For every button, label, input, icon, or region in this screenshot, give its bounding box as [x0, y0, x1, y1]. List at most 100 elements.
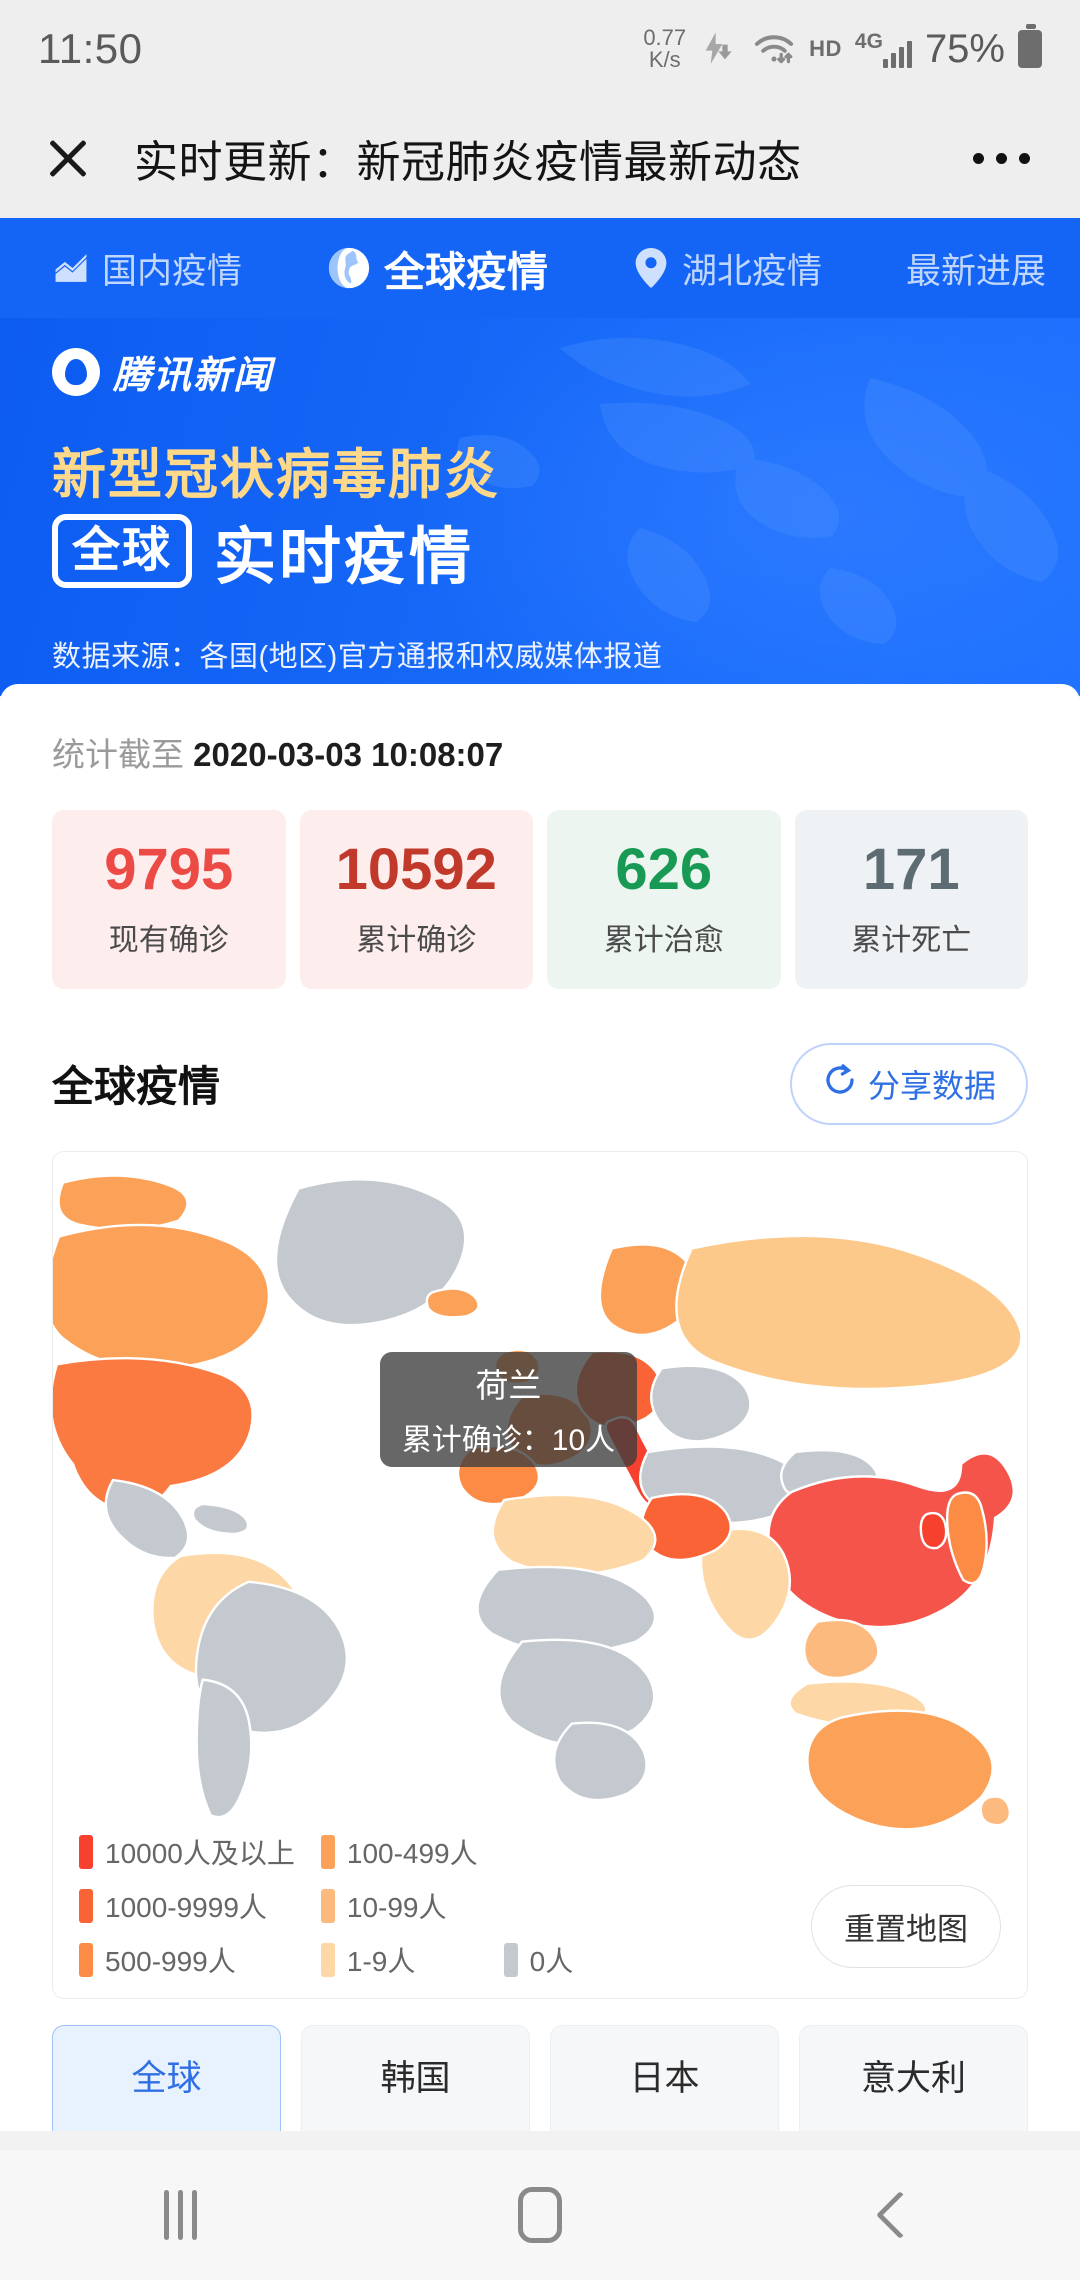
legend-swatch: [79, 1942, 93, 1977]
share-data-button[interactable]: 分享数据: [789, 1042, 1028, 1125]
reset-map-button[interactable]: 重置地图: [811, 1884, 1001, 1968]
battery-percent: 75%: [924, 26, 1005, 71]
back-button[interactable]: [840, 2175, 960, 2255]
share-data-label: 分享数据: [867, 1067, 996, 1104]
country-tab-japan[interactable]: 日本: [550, 2024, 779, 2131]
home-icon: [518, 2187, 562, 2243]
map-tooltip: 荷兰 累计确诊：10人: [380, 1351, 637, 1467]
page-title: 实时更新：新冠肺炎疫情最新动态: [134, 138, 802, 187]
status-time: 11:50: [38, 25, 143, 72]
legend-item: 10000人及以上: [79, 1832, 295, 1872]
signal-bars-icon: [882, 38, 912, 68]
stat-card-recovered[interactable]: 626 累计治愈: [547, 810, 781, 989]
section-nav-bar: 国内疫情 全球疫情 湖北疫情 最新进展: [0, 218, 1080, 318]
map-tooltip-country: 荷兰: [475, 1367, 542, 1405]
legend-swatch: [79, 1888, 93, 1923]
trend-chart-icon: [52, 249, 90, 287]
map-region-usa: [53, 1356, 254, 1512]
map-legend: 10000人及以上 1000-9999人 500-999人 100-499人: [79, 1832, 573, 1980]
map-region-canada: [53, 1223, 271, 1370]
nav-item-domestic[interactable]: 国内疫情: [52, 243, 242, 294]
country-tab-global[interactable]: 全球: [52, 2024, 281, 2131]
banner-headline: 新型冠状病毒肺炎: [52, 445, 500, 505]
summary-stat-cards: 9795 现有确诊 10592 累计确诊 626 累计治愈 171 累计死亡: [0, 776, 1080, 989]
nav-item-latest[interactable]: 最新进展: [906, 243, 1046, 294]
legend-swatch: [320, 1942, 335, 1977]
map-legend-column-middle: 100-499人 10-99人 1-9人: [320, 1832, 478, 1980]
network-type-label: 4G: [854, 29, 883, 53]
tencent-news-logo: 腾讯新闻: [52, 344, 273, 399]
webview-title-bar: 实时更新：新冠肺炎疫情最新动态: [0, 98, 1080, 218]
stat-label: 累计死亡: [851, 923, 972, 957]
nav-item-label: 最新进展: [905, 251, 1046, 291]
map-region-southern-africa: [552, 1721, 648, 1802]
map-region-australia: [806, 1709, 994, 1831]
legend-label: 100-499人: [346, 1837, 478, 1869]
stat-card-active[interactable]: 9795 现有确诊: [52, 810, 286, 989]
map-region-korea: [919, 1511, 948, 1550]
legend-label: 10000人及以上: [105, 1837, 295, 1869]
network-speed-indicator: 0.77 K/s: [643, 27, 686, 71]
legend-label: 500-999人: [105, 1945, 236, 1977]
download-bolt-icon: [699, 29, 739, 69]
map-region-central-africa: [498, 1638, 656, 1746]
legend-label: 1-9人: [346, 1945, 416, 1977]
legend-label: 10-99人: [346, 1891, 447, 1923]
share-refresh-icon: [822, 1062, 858, 1106]
stat-card-confirmed[interactable]: 10592 累计确诊: [299, 810, 533, 989]
legend-item: 1000-9999人: [79, 1886, 295, 1926]
statistics-timestamp-prefix: 统计截至: [52, 736, 184, 773]
back-icon: [875, 2190, 925, 2240]
legend-item: 1-9人: [320, 1940, 478, 1980]
recents-icon: [163, 2190, 197, 2240]
country-tab-korea[interactable]: 韩国: [301, 2024, 530, 2131]
map-region-sahel: [476, 1565, 657, 1654]
location-pin-icon: [632, 248, 670, 288]
banner-subheadline: 实时疫情: [214, 523, 475, 592]
stat-value: 9795: [104, 837, 234, 902]
content-sheet: 统计截至 2020-03-03 10:08:07 9795 现有确诊 10592…: [0, 684, 1080, 2131]
home-button[interactable]: [480, 2175, 600, 2255]
legend-item: 0人: [503, 1940, 574, 1980]
close-icon[interactable]: [40, 130, 96, 186]
map-region-north-africa: [491, 1493, 657, 1576]
legend-label: 0人: [529, 1945, 574, 1977]
nav-item-global[interactable]: 全球疫情: [326, 238, 548, 298]
legend-item: 10-99人: [320, 1886, 478, 1926]
stat-value: 626: [615, 837, 713, 902]
section-header: 全球疫情 分享数据: [0, 989, 1080, 1125]
country-tab-italy[interactable]: 意大利: [799, 2024, 1028, 2131]
network-speed-unit: K/s: [648, 47, 681, 72]
status-bar: 11:50 0.77 K/s HD: [0, 0, 1080, 98]
stat-label: 累计确诊: [356, 923, 477, 957]
stat-value: 171: [862, 837, 960, 902]
stat-label: 累计治愈: [603, 923, 724, 957]
nav-item-label: 国内疫情: [102, 251, 243, 291]
map-region-eastern-europe: [650, 1364, 752, 1443]
legend-label: 1000-9999人: [105, 1891, 267, 1923]
hd-voice-icon: HD: [809, 36, 842, 61]
nav-item-label: 全球疫情: [384, 249, 548, 295]
battery-icon: [1018, 24, 1042, 68]
map-region-southeast-asia: [802, 1618, 880, 1680]
map-region-new-zealand: [979, 1795, 1012, 1827]
world-choropleth-map[interactable]: [53, 1152, 1027, 1842]
stat-value: 10592: [335, 837, 497, 902]
world-map-card[interactable]: 荷兰 累计确诊：10人 10000人及以上 1000-9999人 500-9: [52, 1150, 1028, 1999]
map-region-alaska: [57, 1174, 189, 1231]
map-tooltip-metric: 累计确诊：10人: [401, 1424, 616, 1458]
stat-card-deaths[interactable]: 171 累计死亡: [794, 810, 1028, 989]
more-options-icon[interactable]: [963, 133, 1040, 184]
cellular-signal-icon: 4G: [855, 31, 912, 68]
map-region-iceland: [425, 1287, 480, 1319]
recents-button[interactable]: [120, 2175, 240, 2255]
nav-item-hubei[interactable]: 湖北疫情: [632, 243, 822, 294]
wifi-icon: [752, 31, 796, 67]
map-legend-column-right: 0人: [503, 1832, 574, 1980]
stat-label: 现有确诊: [108, 923, 229, 957]
banner-world-map-decoration: [457, 337, 1058, 644]
globe-icon: [326, 245, 372, 291]
status-icons: 0.77 K/s HD 4G: [643, 24, 1042, 72]
legend-swatch: [79, 1834, 93, 1869]
